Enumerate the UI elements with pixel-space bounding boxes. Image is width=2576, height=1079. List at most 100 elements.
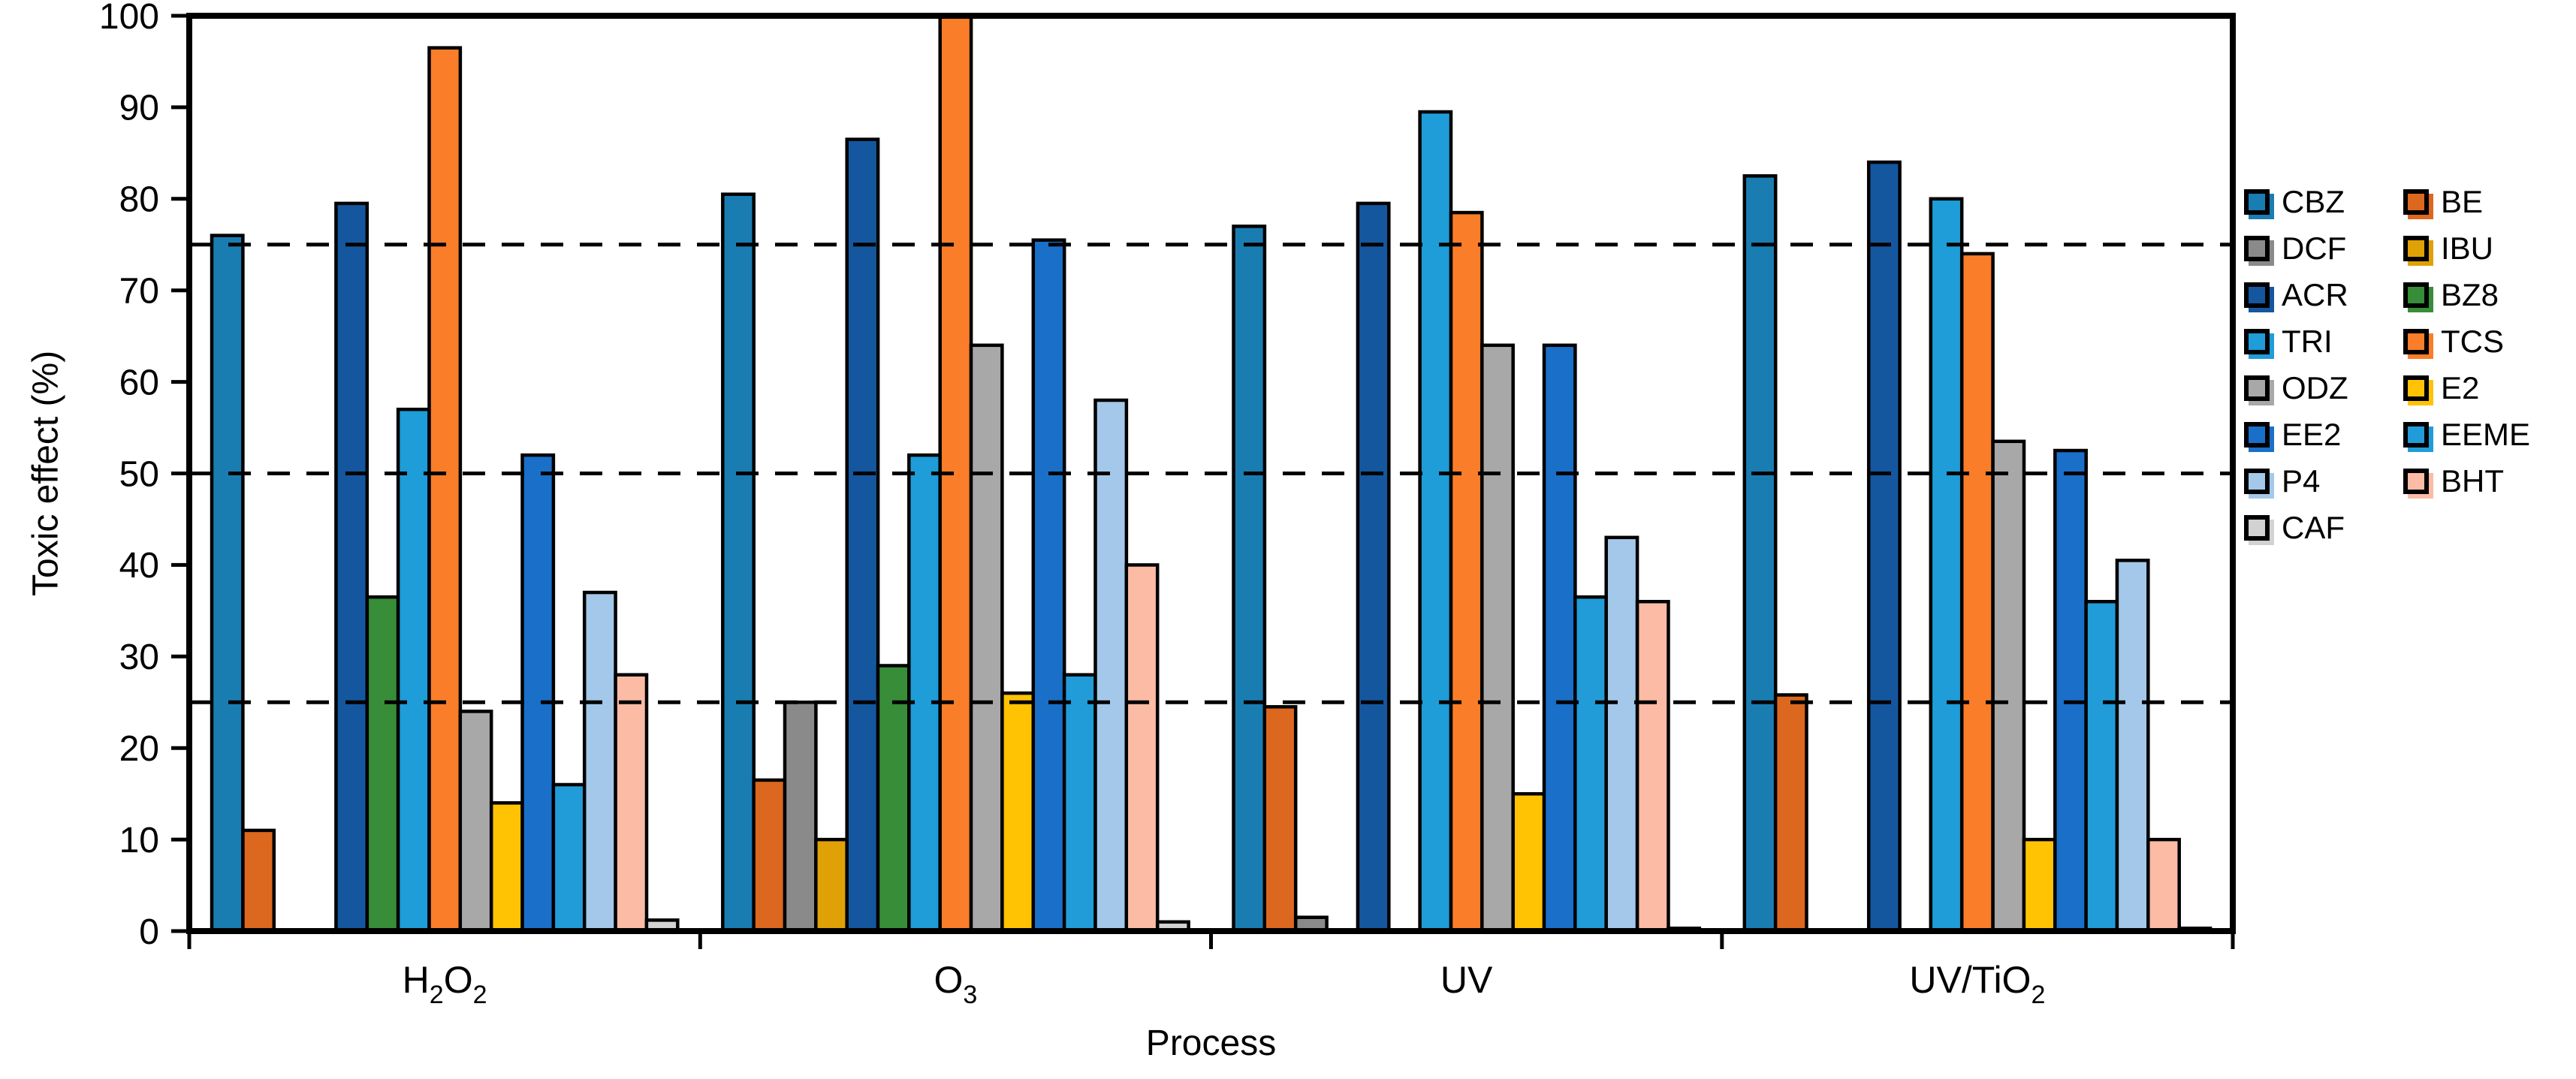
bar-P4-H2O2 [582, 590, 617, 933]
bar-TRI-H2O2 [396, 407, 431, 933]
legend-item-TCS: TCS [2403, 324, 2562, 359]
legend-item-IBU: IBU [2403, 231, 2562, 266]
y-tick-label-50: 50 [119, 454, 159, 494]
bar-P4-UV/TiO2 [2115, 559, 2150, 933]
legend-item-EEME: EEME [2403, 417, 2562, 452]
y-tick-label-40: 40 [119, 546, 159, 586]
bar-CBZ-O3 [721, 192, 756, 933]
category-label-UV/TiO2: UV/TiO2​ [1909, 959, 2045, 1009]
bar-EEME-UV [1573, 595, 1608, 933]
legend-label-EEME: EEME [2441, 417, 2531, 452]
y-tick-label-70: 70 [119, 272, 159, 312]
bar-E2-UV [1511, 791, 1546, 933]
category-label-H2O2: H2​O2​ [403, 959, 487, 1009]
bar-ODZ-O3 [969, 343, 1004, 933]
legend-label-EE2: EE2 [2282, 417, 2342, 452]
legend-label-CAF: CAF [2282, 510, 2345, 545]
legend-label-P4: P4 [2282, 463, 2321, 499]
legend-label-TCS: TCS [2441, 324, 2504, 359]
bar-P4-UV [1604, 535, 1639, 933]
bar-BZ8-H2O2 [365, 595, 400, 933]
legend-swatch-icon-BZ8 [2403, 282, 2429, 308]
legend-swatch-icon-EEME [2403, 422, 2429, 448]
legend-item-BZ8: BZ8 [2403, 277, 2562, 312]
legend-item-ACR: ACR [2244, 277, 2403, 312]
legend-column-2: BE IBU BZ8 TCS E2 EEME BHT [2403, 184, 2562, 562]
bar-EE2-H2O2 [520, 453, 556, 933]
bar-TRI-O3 [907, 453, 942, 933]
bar-BZ8-O3 [876, 664, 911, 933]
bar-CBZ-H2O2 [210, 234, 245, 933]
bar-BHT-H2O2 [614, 673, 649, 933]
bar-ACR-UV/TiO2 [1866, 160, 1902, 933]
legend-label-BE: BE [2441, 184, 2484, 219]
legend-label-TRI: TRI [2282, 324, 2333, 359]
bar-CBZ-UV/TiO2 [1742, 174, 1778, 933]
legend-label-BZ8: BZ8 [2441, 277, 2499, 312]
legend-item-BHT: BHT [2403, 463, 2562, 499]
legend-swatch-icon-DCF [2244, 236, 2270, 261]
bar-EE2-UV/TiO2 [2053, 448, 2088, 933]
bar-TCS-UV/TiO2 [1959, 252, 1995, 933]
legend-item-EE2: EE2 [2244, 417, 2403, 452]
bar-BE-UV/TiO2 [1773, 693, 1808, 933]
legend-item-DCF: DCF [2244, 231, 2403, 266]
legend-column-1: CBZ DCF ACR TRI ODZ EE2 P4 CAF [2244, 184, 2403, 562]
legend-swatch-icon-BE [2403, 189, 2429, 215]
legend-swatch-icon-EE2 [2244, 422, 2270, 448]
bar-BHT-UV/TiO2 [2146, 837, 2181, 933]
legend: CBZ DCF ACR TRI ODZ EE2 P4 CAF BE IBU BZ8 TCS E2 EEME… [2244, 184, 2562, 562]
bar-ODZ-UV/TiO2 [1991, 439, 2026, 933]
legend-swatch-icon-TCS [2403, 329, 2429, 354]
legend-label-CBZ: CBZ [2282, 184, 2345, 219]
legend-label-E2: E2 [2441, 370, 2480, 405]
bar-E2-UV/TiO2 [2022, 837, 2057, 933]
legend-swatch-icon-ACR [2244, 282, 2270, 308]
legend-swatch-icon-TRI [2244, 329, 2270, 354]
legend-swatch-icon-CBZ [2244, 189, 2270, 215]
bar-CBZ-UV [1232, 225, 1267, 933]
bar-BE-UV [1262, 705, 1298, 933]
bar-E2-H2O2 [489, 801, 524, 933]
bar-TRI-UV/TiO2 [1929, 197, 1964, 933]
bar-IBU-O3 [814, 837, 849, 933]
bar-TRI-UV [1418, 110, 1453, 933]
legend-item-CAF: CAF [2244, 510, 2403, 545]
bar-TCS-H2O2 [427, 46, 463, 933]
y-tick-label-30: 30 [119, 637, 159, 677]
bar-BE-O3 [752, 778, 787, 933]
category-label-UV: UV [1440, 959, 1493, 1001]
y-axis-title: Toxic effect (%) [26, 350, 66, 597]
bar-EEME-H2O2 [551, 782, 587, 933]
legend-swatch-icon-E2 [2403, 375, 2429, 401]
legend-item-E2: E2 [2403, 370, 2562, 405]
bar-EE2-O3 [1031, 238, 1066, 933]
legend-item-P4: P4 [2244, 463, 2403, 499]
bar-BHT-O3 [1124, 563, 1160, 933]
y-tick-label-90: 90 [119, 89, 159, 128]
legend-label-ACR: ACR [2282, 277, 2348, 312]
legend-label-IBU: IBU [2441, 231, 2494, 266]
legend-item-TRI: TRI [2244, 324, 2403, 359]
legend-swatch-icon-P4 [2244, 469, 2270, 494]
bar-EEME-O3 [1062, 673, 1097, 933]
legend-swatch-icon-CAF [2244, 515, 2270, 541]
y-tick-label-0: 0 [139, 912, 159, 952]
y-tick-label-60: 60 [119, 363, 159, 402]
legend-label-BHT: BHT [2441, 463, 2504, 499]
legend-swatch-icon-ODZ [2244, 375, 2270, 401]
legend-swatch-icon-IBU [2403, 236, 2429, 261]
legend-item-ODZ: ODZ [2244, 372, 2403, 404]
legend-item-CBZ: CBZ [2244, 184, 2403, 219]
bar-BE-H2O2 [241, 828, 276, 933]
bar-P4-O3 [1093, 398, 1129, 933]
x-axis-title: Process [1145, 1023, 1277, 1063]
legend-label-DCF: DCF [2282, 231, 2347, 266]
bar-ACR-UV [1356, 201, 1391, 933]
y-tick-label-10: 10 [119, 821, 159, 860]
bar-ODZ-UV [1480, 343, 1515, 933]
y-tick-label-80: 80 [119, 180, 159, 220]
legend-swatch-icon-BHT [2403, 469, 2429, 494]
